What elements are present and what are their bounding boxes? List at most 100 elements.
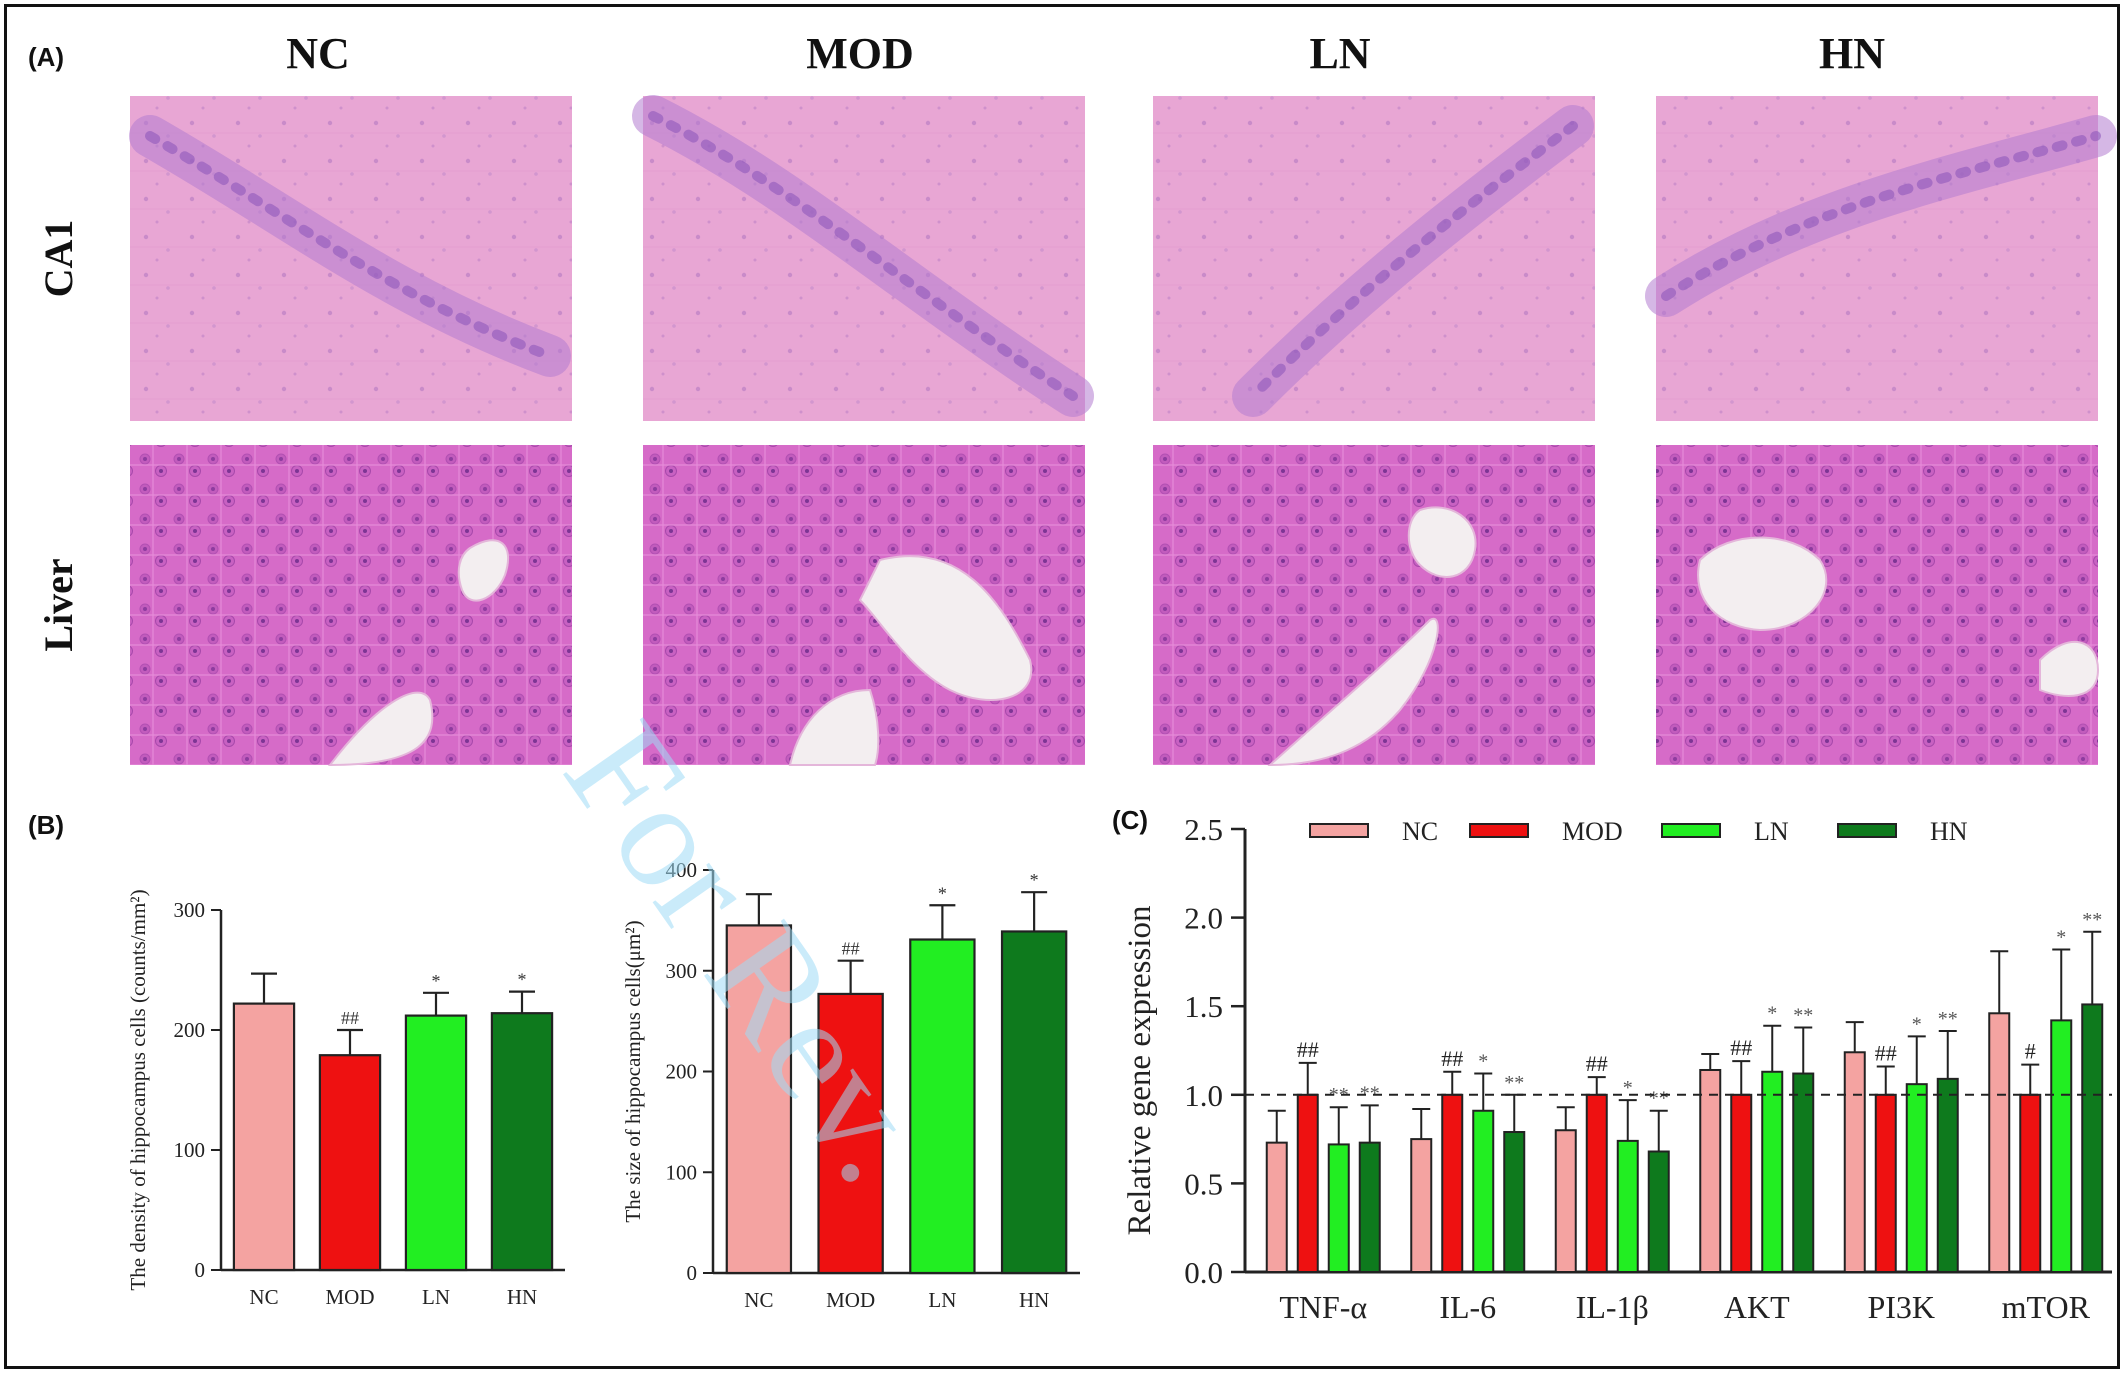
size-x-label-hn: HN [1019,1288,1049,1312]
gene-significance-mod-4: ## [1875,1040,1897,1065]
size-x-label-nc: NC [744,1288,773,1312]
row-title-ca1: CA1 [36,220,81,298]
liver-vessel-ln [1407,506,1477,578]
gene-x-label-1: IL-6 [1439,1289,1496,1325]
size-bar-chart: 0 100 200 300 400 NC ## MOD * LN * HN The size of hi… [621,858,1080,1312]
gene-significance-mod-0: ## [1297,1037,1319,1062]
gene-y-tick-label-2.5: 2.5 [1184,812,1223,847]
gene-significance-ln-0: ** [1329,1084,1349,1106]
gene-x-label-2: IL-1β [1576,1289,1649,1325]
gene-expression-bar-chart: 0.0 0.5 1.0 1.5 2.0 2.5 Relative gene expressi… [1122,812,2112,1325]
liver-vessel-mod [858,555,1033,701]
liver-vessel-hn-2 [2039,641,2100,697]
gene-significance-ln-2: * [1623,1077,1633,1099]
density-significance-ln: * [432,971,441,991]
gene-significance-hn-5: ** [2082,909,2102,931]
gene-legend-swatch-nc [1309,823,1369,838]
histology-panel: NC MOD LN HN CA1 Liver [36,29,2117,767]
size-y-tick-label-300: 300 [666,959,698,983]
size-y-axis-title: The size of hippocampus cells(μm²) [621,920,645,1222]
panel-label-c: (C) [1112,805,1148,835]
gene-bar-nc-5 [1988,1012,2011,1274]
density-x-label-mod: MOD [325,1285,374,1309]
gene-significance-hn-2: ** [1649,1088,1669,1110]
size-y-tick-label-100: 100 [666,1160,698,1184]
gene-bar-ln-5 [2050,1019,2073,1273]
size-bar-mod [817,992,884,1275]
gene-bar-ln-4 [1905,1083,1928,1273]
gene-significance-ln-4: * [1912,1013,1922,1035]
column-title-hn: HN [1819,29,1885,78]
gene-bar-hn-5 [2081,1003,2104,1273]
ca1-neuron-nuclei-ln [1248,121,1578,401]
ca1-neuron-nuclei-mod [648,111,1078,401]
panel-label-b: (B) [28,810,64,840]
column-title-ln: LN [1309,29,1370,78]
size-x-label-ln: LN [928,1288,956,1312]
gene-bar-hn-3 [1792,1072,1815,1274]
row-title-liver: Liver [36,558,81,651]
gene-y-tick-label-0.5: 0.5 [1184,1166,1223,1201]
density-bar-ln [404,1014,468,1272]
gene-legend-label-ln: LN [1754,817,1789,846]
size-y-tick-label-400: 400 [666,858,698,882]
gene-significance-ln-5: * [2056,926,2066,948]
gene-bar-mod-2 [1585,1093,1608,1274]
gene-significance-hn-1: ** [1504,1072,1524,1094]
gene-bar-ln-3 [1761,1070,1784,1274]
density-y-axis-title: The density of hippocampus cells (counts… [126,889,150,1290]
liver-vessel-nc [457,539,510,602]
liver-vessel-nc-2 [327,691,434,767]
column-title-nc: NC [286,29,350,78]
size-y-tick-label-200: 200 [666,1060,698,1084]
gene-y-tick-label-0.0: 0.0 [1184,1255,1223,1290]
density-x-label-hn: HN [507,1285,537,1309]
panel-label-a: (A) [28,42,64,72]
density-x-label-ln: LN [422,1285,450,1309]
liver-vessel-hn [1697,536,1828,632]
gene-bar-ln-0 [1327,1143,1350,1274]
gene-bar-ln-1 [1472,1109,1495,1274]
liver-vessel-ln-2 [1267,617,1439,767]
gene-bar-hn-1 [1503,1131,1526,1273]
gene-legend-label-nc: NC [1402,817,1438,846]
gene-legend-label-hn: HN [1930,817,1968,846]
gene-bar-hn-2 [1647,1150,1670,1274]
density-significance-mod: ## [341,1008,359,1028]
size-significance-hn: * [1030,870,1039,890]
density-bar-hn [490,1012,554,1272]
gene-bar-nc-2 [1554,1129,1577,1273]
gene-bar-nc-0 [1265,1141,1288,1274]
gene-legend-swatch-ln [1661,823,1721,838]
density-y-tick-label-0: 0 [195,1258,206,1282]
density-y-tick-label-300: 300 [174,898,206,922]
gene-x-label-5: mTOR [2002,1289,2091,1325]
gene-significance-hn-4: ** [1938,1008,1958,1030]
gene-significance-mod-5: # [2025,1039,2036,1064]
size-bar-hn [1000,930,1068,1275]
density-y-tick-label-200: 200 [174,1018,206,1042]
gene-significance-ln-1: * [1478,1051,1488,1073]
gene-bar-mod-0 [1296,1093,1319,1274]
gene-y-tick-label-1.0: 1.0 [1184,1078,1223,1113]
gene-significance-hn-0: ** [1360,1082,1380,1104]
size-x-label-mod: MOD [826,1288,875,1312]
gene-y-tick-label-1.5: 1.5 [1184,989,1223,1024]
size-significance-mod: ## [842,939,860,959]
ca1-neuron-nuclei-hn [1661,131,2101,301]
gene-bar-nc-1 [1410,1138,1433,1273]
gene-y-tick-label-2.0: 2.0 [1184,901,1223,936]
density-significance-hn: * [518,970,527,990]
density-y-tick-label-100: 100 [174,1138,206,1162]
gene-bar-hn-0 [1358,1141,1381,1274]
gene-x-label-4: PI3K [1867,1289,1935,1325]
gene-significance-ln-3: * [1767,1003,1777,1025]
gene-significance-mod-3: ## [1730,1035,1752,1060]
liver-micrograph-nc [130,445,572,765]
size-bar-ln [909,938,976,1275]
gene-legend-swatch-hn [1837,823,1897,838]
column-title-mod: MOD [806,29,914,78]
gene-bar-nc-4 [1843,1051,1866,1273]
